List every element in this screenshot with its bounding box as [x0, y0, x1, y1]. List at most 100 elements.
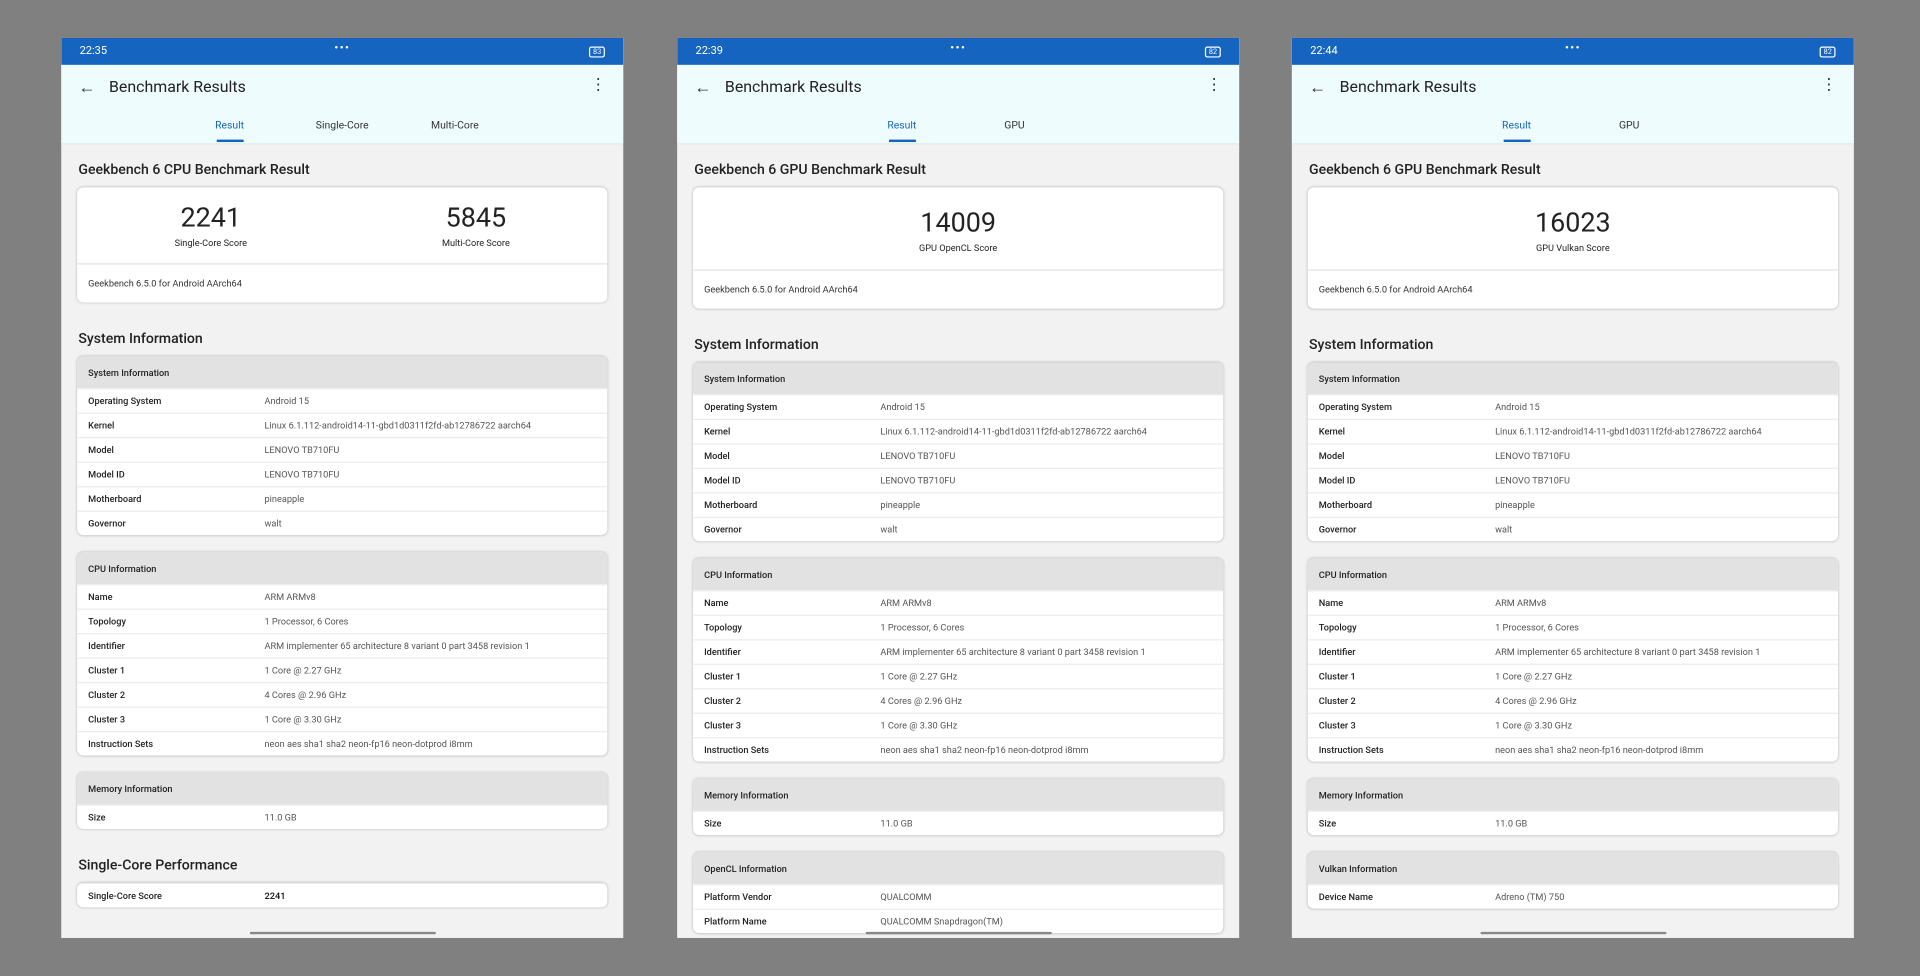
group-title: CPU Information — [693, 558, 1224, 591]
row-value: 1 Core @ 2.27 GHz — [880, 671, 958, 683]
row-key: Operating System — [88, 395, 162, 407]
row-value: 1 Core @ 3.30 GHz — [264, 713, 342, 725]
info-row: Cluster 2 4 Cores @ 2.96 GHz — [77, 682, 608, 706]
tab[interactable]: Single-Core — [315, 120, 369, 133]
menu-button[interactable]: ⋮ — [1820, 75, 1837, 95]
back-button[interactable]: ← — [1308, 78, 1327, 98]
row-key: Governor — [1318, 524, 1357, 536]
row-key: Identifier — [88, 640, 125, 652]
info-row: Name ARM ARMv8 — [77, 584, 608, 608]
row-key: Kernel — [704, 426, 731, 438]
info-group: Vulkan Information Device Name Adreno (TM)… — [1307, 852, 1838, 909]
tab[interactable]: Result — [1460, 120, 1573, 143]
menu-button[interactable]: ⋮ — [590, 75, 607, 95]
tab[interactable]: Result — [173, 120, 286, 143]
row-value: Android 15 — [264, 395, 310, 407]
info-group: Memory Information Size 11.0 GB — [77, 772, 608, 829]
row-key: Motherboard — [88, 493, 142, 505]
section-title: System Information — [694, 335, 819, 353]
row-key: Topology — [704, 622, 742, 634]
info-row: Cluster 3 1 Core @ 3.30 GHz — [693, 712, 1224, 737]
row-value: neon aes sha1 sha2 neon-fp16 neon-dotpro… — [880, 744, 1089, 756]
row-key: Size — [88, 811, 106, 823]
info-row: Size 11.0 GB — [1307, 810, 1838, 835]
row-value: ARM ARMv8 — [1495, 597, 1547, 609]
section-title: System Information — [1308, 335, 1434, 353]
row-key: Topology — [1318, 622, 1357, 634]
row-value: Linux 6.1.112-android14-11-gbd1d0311f2fd… — [264, 420, 532, 432]
row-value: LENOVO TB710FU — [880, 475, 956, 487]
group-title: CPU Information — [77, 552, 608, 585]
row-value: 1 Processor, 6 Cores — [880, 622, 965, 634]
score-value: 16023 — [1534, 208, 1611, 239]
info-row: Motherboard pineapple — [1307, 492, 1838, 516]
row-key: Operating System — [704, 401, 778, 413]
group-title: OpenCL Information — [693, 852, 1224, 885]
row-value: ARM ARMv8 — [264, 591, 316, 603]
row-key: Model — [88, 444, 114, 456]
row-value: 1 Core @ 2.27 GHz — [264, 664, 342, 676]
row-key: Cluster 3 — [704, 720, 741, 732]
info-row: Operating System Android 15 — [693, 394, 1224, 418]
info-row: Cluster 1 1 Core @ 2.27 GHz — [77, 657, 608, 682]
row-key: Operating System — [1318, 401, 1392, 413]
row-value: LENOVO TB710FU — [880, 450, 956, 462]
row-key: Governor — [88, 517, 126, 529]
app-bar: ← Benchmark Results ⋮ Result GPU — [1291, 64, 1854, 145]
row-key: Name — [88, 591, 113, 603]
tab[interactable]: GPU — [1004, 120, 1025, 133]
info-row: Model LENOVO TB710FU — [77, 437, 608, 461]
score: 2241 Single-Core Score — [175, 203, 247, 248]
row-key: Model ID — [704, 475, 741, 487]
row-value: 1 Processor, 6 Cores — [1495, 622, 1579, 634]
row-value: Android 15 — [880, 401, 925, 413]
version: Geekbench 6.5.0 for Android AArch64 — [693, 269, 1224, 308]
info-row: Cluster 3 1 Core @ 3.30 GHz — [77, 706, 608, 731]
score-label: Single-Core Score — [174, 237, 247, 249]
battery-level: 82 — [1819, 45, 1836, 57]
app-title: Benchmark Results — [1339, 78, 1477, 97]
row-value: ARM implementer 65 architecture 8 varian… — [1495, 646, 1761, 658]
tab[interactable]: Multi-Core — [430, 120, 479, 133]
info-row: Identifier ARM implementer 65 architectur… — [77, 633, 608, 657]
version: Geekbench 6.5.0 for Android AArch64 — [77, 263, 608, 302]
info-row: Cluster 2 4 Cores @ 2.96 GHz — [693, 688, 1224, 712]
info-row: Model ID LENOVO TB710FU — [1307, 467, 1838, 492]
row-value: 11.0 GB — [264, 811, 297, 823]
info-row: Kernel Linux 6.1.112-android14-11-gbd1d03… — [1307, 418, 1838, 443]
row-value: 1 Core @ 2.27 GHz — [1495, 671, 1573, 683]
group-title: Memory Information — [693, 778, 1224, 811]
row-key: Model — [704, 450, 730, 462]
row-key: Cluster 1 — [704, 671, 741, 683]
info-row: Model LENOVO TB710FU — [693, 443, 1224, 467]
row-value: 4 Cores @ 2.96 GHz — [1495, 695, 1577, 707]
status-bar: 22:44 ••• 82 — [1291, 37, 1854, 65]
row-value: pineapple — [1495, 499, 1535, 511]
info-row: Motherboard pineapple — [77, 486, 608, 510]
back-button[interactable]: ← — [78, 78, 96, 98]
row-key: Motherboard — [1318, 499, 1373, 511]
row-value: walt — [1495, 524, 1513, 536]
row-value: Adreno (TM) 750 — [1495, 891, 1565, 903]
info-group: OpenCL Information Platform Vendor QUALCOM… — [693, 852, 1224, 934]
status-time: 22:39 — [695, 45, 723, 58]
info-row: Kernel Linux 6.1.112-android14-11-gbd1d03… — [693, 418, 1224, 443]
row-key: Motherboard — [704, 499, 758, 511]
row-value: 1 Core @ 3.30 GHz — [1495, 720, 1573, 732]
menu-button[interactable]: ⋮ — [1206, 75, 1223, 95]
back-button[interactable]: ← — [694, 78, 712, 98]
status-bar: 22:39 ••• 82 — [677, 37, 1240, 65]
info-row: Governor walt — [1307, 516, 1838, 541]
group-title: System Information — [1307, 362, 1838, 395]
battery-level: 82 — [1205, 45, 1221, 57]
info-row: Operating System Android 15 — [1307, 394, 1838, 418]
info-row: Cluster 3 1 Core @ 3.30 GHz — [1307, 712, 1838, 737]
row-value: neon aes sha1 sha2 neon-fp16 neon-dotpro… — [264, 738, 473, 750]
tab[interactable]: Result — [846, 120, 959, 143]
status-time: 22:44 — [1310, 45, 1338, 58]
info-row: Single-Core Score 2241 — [77, 882, 608, 907]
group-title: System Information — [77, 356, 608, 389]
row-key: Governor — [704, 524, 742, 536]
row-value: LENOVO TB710FU — [264, 468, 340, 481]
tab[interactable]: GPU — [1618, 120, 1640, 133]
